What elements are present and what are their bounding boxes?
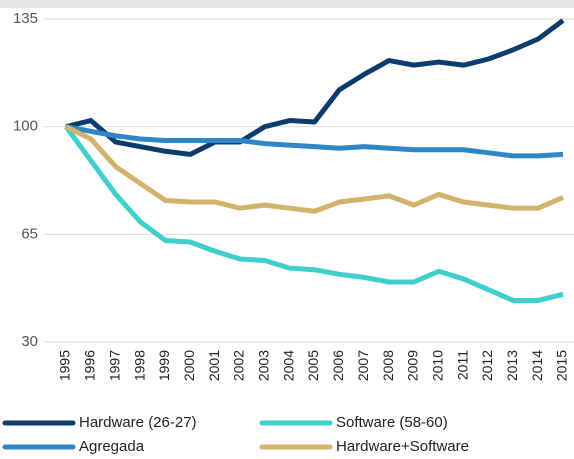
x-tick-label: 2009 <box>405 350 421 381</box>
x-tick-label: 2007 <box>355 350 371 381</box>
x-tick-label: 2011 <box>454 350 470 380</box>
x-tick-label: 2005 <box>305 350 321 381</box>
legend-label: Agregada <box>79 438 145 455</box>
x-tick-label: 2001 <box>206 350 222 381</box>
x-tick-label: 2013 <box>504 350 520 381</box>
x-tick-label: 2006 <box>330 350 346 381</box>
x-tick-label: 1998 <box>131 350 147 381</box>
x-tick-label: 1996 <box>82 350 98 381</box>
y-tick-label: 30 <box>21 333 38 350</box>
y-tick-label: 100 <box>13 118 38 135</box>
legend-label: Software (58-60) <box>336 414 448 431</box>
x-tick-label: 2014 <box>529 350 545 381</box>
x-tick-label: 2003 <box>256 350 272 381</box>
y-tick-label: 135 <box>13 10 38 27</box>
x-tick-label: 1995 <box>57 350 73 381</box>
top-band <box>0 0 574 8</box>
x-tick-label: 2010 <box>429 350 445 381</box>
x-tick-label: 2015 <box>554 350 570 381</box>
x-tick-label: 2002 <box>231 350 247 381</box>
legend-label: Hardware (26-27) <box>79 414 197 431</box>
y-tick-label: 65 <box>21 225 38 242</box>
x-tick-label: 2008 <box>380 350 396 381</box>
legend-label: Hardware+Software <box>336 438 469 455</box>
x-tick-label: 1997 <box>106 350 122 381</box>
series-line <box>64 124 564 214</box>
series-line <box>65 18 565 157</box>
series-line <box>63 125 564 303</box>
series-line <box>65 124 564 159</box>
x-tick-label: 2000 <box>181 350 197 381</box>
x-tick-label: 2004 <box>280 350 296 381</box>
x-tick-label: 1999 <box>156 350 172 381</box>
x-tick-label: 2012 <box>479 350 495 381</box>
